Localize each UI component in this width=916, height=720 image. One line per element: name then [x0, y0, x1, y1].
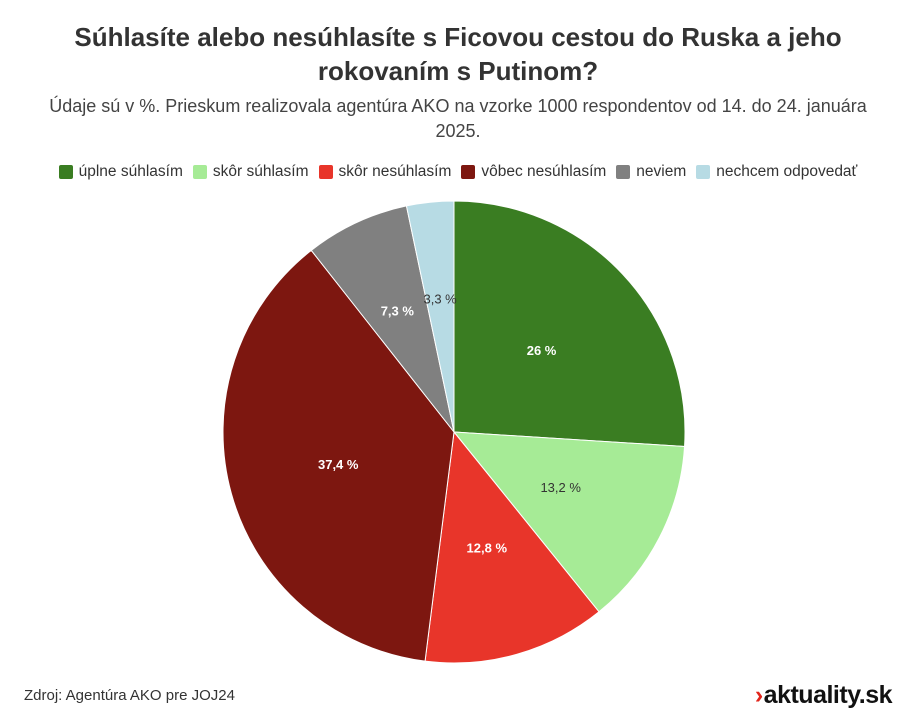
- slice-label: 12,8 %: [467, 541, 508, 556]
- brand-arrow-icon: ›: [754, 681, 763, 709]
- legend-label: skôr nesúhlasím: [338, 163, 452, 180]
- legend-item[interactable]: vôbec nesúhlasím: [461, 163, 606, 181]
- slice-label: 7,3 %: [381, 304, 415, 319]
- legend-swatch: [192, 165, 207, 179]
- legend-label: vôbec nesúhlasím: [481, 163, 607, 180]
- legend-label: úplne súhlasím: [78, 163, 183, 180]
- legend-label: neviem: [636, 163, 687, 180]
- legend-label: skôr súhlasím: [212, 163, 309, 180]
- legend: úplne súhlasím skôr súhlasím skôr nesúhlas…: [0, 163, 916, 181]
- slice-label: 13,2 %: [540, 480, 581, 495]
- legend-swatch: [696, 165, 711, 179]
- brand-name: aktuality.sk: [763, 681, 893, 709]
- chart-subtitle: Údaje sú v %. Prieskum realizovala agent…: [49, 96, 867, 141]
- source-note: Zdroj: Agentúra AKO pre JOJ24: [24, 687, 235, 704]
- legend-label: nechcem odpovedať: [716, 163, 858, 180]
- slice-label: 3,3 %: [424, 292, 458, 307]
- legend-item[interactable]: skôr súhlasím: [192, 163, 309, 181]
- pie-slice[interactable]: [424, 430, 600, 664]
- chart-title: Súhlasíte alebo nesúhlasíte s Ficovou ce…: [74, 22, 842, 86]
- legend-swatch: [58, 165, 73, 179]
- slice-label: 26 %: [527, 343, 557, 358]
- pie-slice[interactable]: [222, 249, 455, 662]
- pie-slice[interactable]: [405, 200, 455, 433]
- slice-label: 37,4 %: [318, 457, 359, 472]
- legend-swatch: [461, 165, 476, 179]
- legend-item[interactable]: nechcem odpovedať: [696, 163, 857, 181]
- pie-slice[interactable]: [452, 431, 686, 613]
- pie-slice[interactable]: [453, 200, 686, 448]
- legend-swatch: [318, 165, 333, 179]
- legend-item[interactable]: skôr nesúhlasím: [318, 163, 452, 181]
- legend-item[interactable]: neviem: [616, 163, 686, 181]
- brand-logo: ›aktuality.sk: [754, 681, 893, 710]
- legend-item[interactable]: úplne súhlasím: [58, 163, 183, 181]
- legend-swatch: [616, 165, 631, 179]
